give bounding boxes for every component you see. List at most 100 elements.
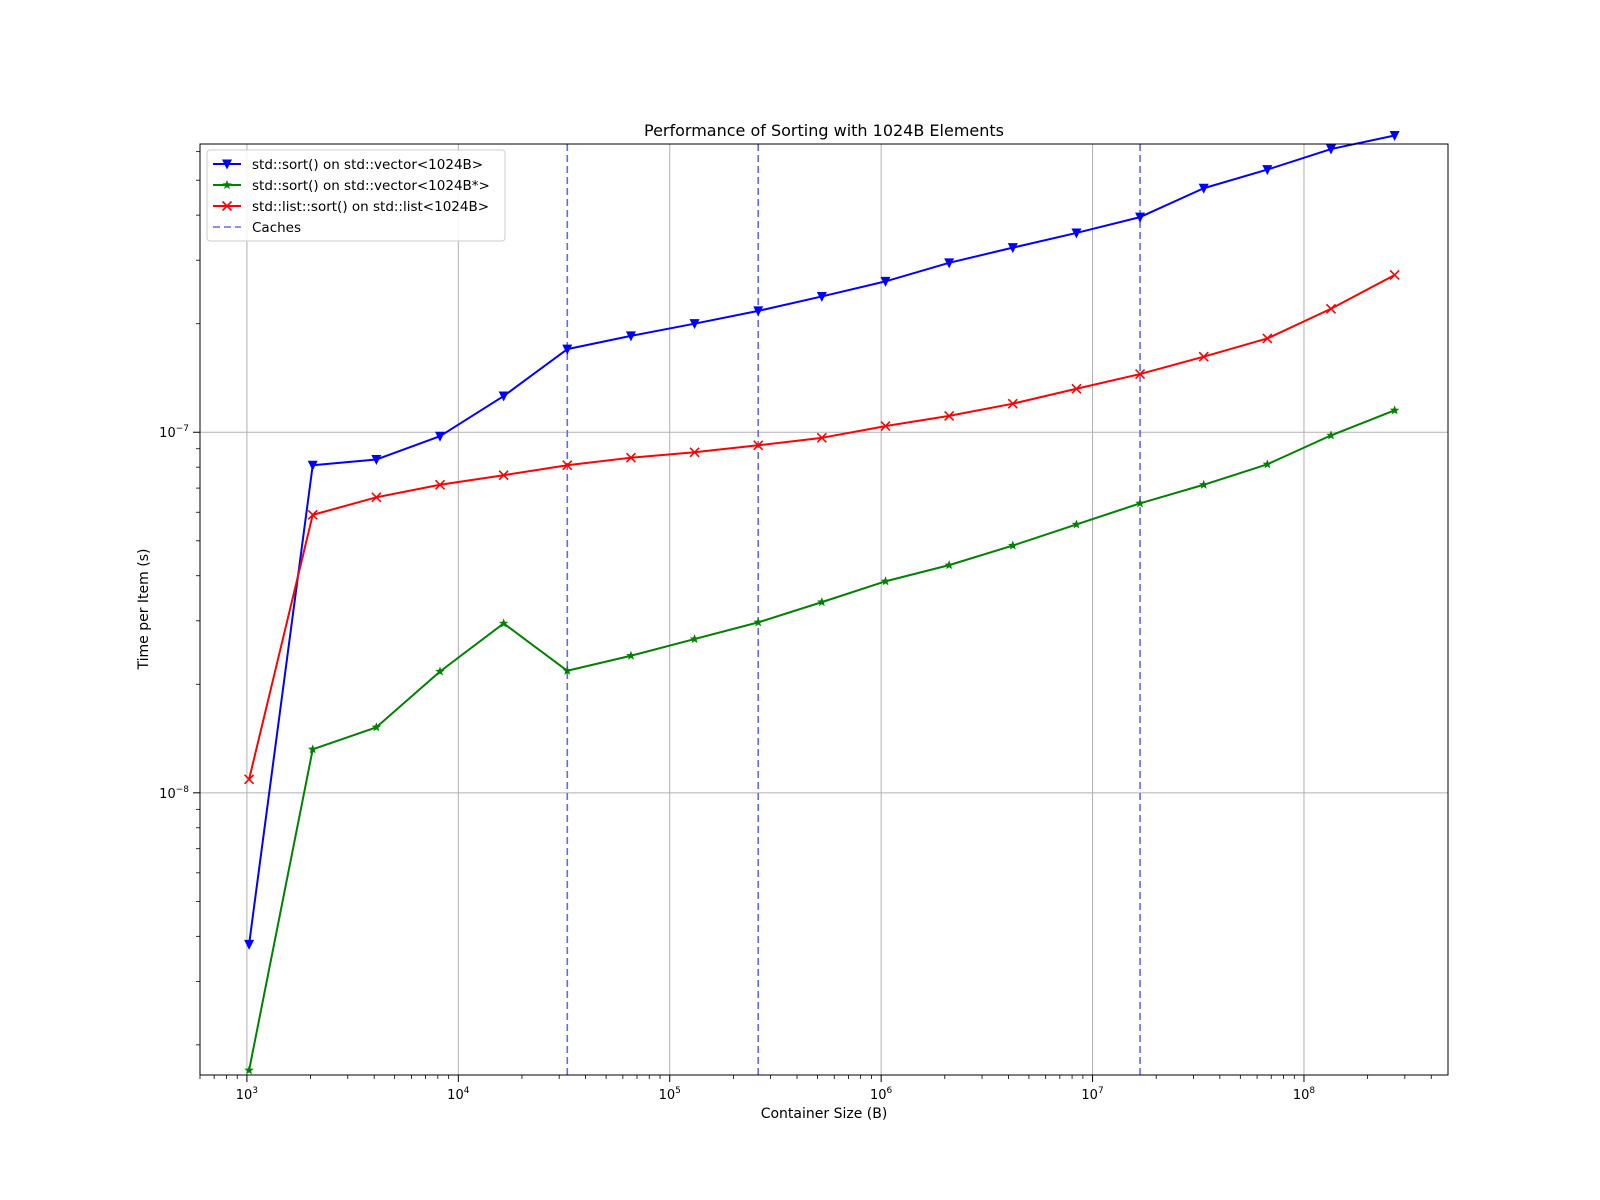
legend-item: std::sort() on std::vector<1024B> xyxy=(213,157,483,173)
data-point xyxy=(244,939,255,950)
data-point xyxy=(1198,479,1209,489)
data-point xyxy=(222,180,232,190)
series xyxy=(244,131,1400,950)
data-point xyxy=(1071,228,1082,239)
data-point xyxy=(625,452,636,463)
data-point xyxy=(307,460,318,471)
legend-label: std::sort() on std::vector<1024B> xyxy=(252,157,483,173)
y-axis-label: Time per Item (s) xyxy=(136,549,152,671)
data-point xyxy=(1262,165,1273,176)
data-point xyxy=(307,744,318,754)
data-point xyxy=(1198,351,1209,362)
data-point xyxy=(880,421,891,432)
chart-title: Performance of Sorting with 1024B Elemen… xyxy=(644,121,1004,140)
plot-area-background xyxy=(200,144,1448,1075)
x-tick-label-base: 10 xyxy=(447,1088,464,1103)
legend-item: std::list::sort() on std::list<1024B> xyxy=(213,199,489,215)
x-tick-label: 108 xyxy=(1293,1086,1316,1103)
x-tick-label-base: 10 xyxy=(236,1088,253,1103)
data-point xyxy=(371,722,382,732)
data-point xyxy=(1071,519,1082,529)
data-point xyxy=(1325,144,1336,155)
data-point xyxy=(944,258,955,269)
grid-layer xyxy=(200,144,1448,1075)
legend-item: std::sort() on std::vector<1024B*> xyxy=(213,178,490,194)
data-point xyxy=(1008,540,1018,550)
data-point xyxy=(1325,303,1337,314)
x-tick-label-exponent: 6 xyxy=(887,1086,893,1096)
legend-label: std::sort() on std::vector<1024B*> xyxy=(252,178,490,194)
cache-lines-layer xyxy=(566,144,1141,1075)
data-point xyxy=(307,509,318,520)
y-axis: 10−810−7 xyxy=(159,151,200,1046)
data-point xyxy=(371,455,382,466)
x-tick-label: 107 xyxy=(1081,1086,1103,1103)
data-point xyxy=(1007,398,1018,409)
data-point xyxy=(689,634,700,644)
x-tick-label-exponent: 8 xyxy=(1309,1086,1315,1096)
x-tick-label-base: 10 xyxy=(1081,1088,1098,1103)
data-point xyxy=(371,492,382,503)
data-point xyxy=(1389,405,1400,415)
x-tick-label: 103 xyxy=(236,1086,258,1103)
x-tick-label-base: 10 xyxy=(870,1088,887,1103)
data-point xyxy=(1135,212,1146,223)
legend: std::sort() on std::vector<1024B>std::so… xyxy=(206,149,506,242)
data-point xyxy=(498,618,509,628)
y-tick-label-base: 10 xyxy=(159,787,176,802)
x-tick-label: 105 xyxy=(659,1086,681,1103)
legend-label: Caches xyxy=(252,220,301,236)
y-tick-label: 10−8 xyxy=(159,785,189,802)
data-point xyxy=(1135,498,1145,508)
data-point xyxy=(562,460,573,471)
data-point xyxy=(1326,430,1336,440)
data-point xyxy=(1071,383,1082,394)
plot-area-frame xyxy=(199,143,1449,1076)
data-point xyxy=(880,276,891,287)
data-point xyxy=(1198,183,1209,194)
series xyxy=(244,269,1400,785)
x-axis: 103 104 105 106 107 108 xyxy=(199,1075,1432,1103)
data-point xyxy=(753,617,763,627)
x-tick-label-exponent: 4 xyxy=(464,1086,470,1096)
series xyxy=(244,405,1400,1075)
x-tick-label-exponent: 7 xyxy=(1098,1086,1104,1096)
data-point xyxy=(816,432,827,443)
data-point xyxy=(753,306,764,317)
y-tick-label: 10−7 xyxy=(159,424,189,441)
data-point xyxy=(435,431,446,442)
data-point xyxy=(435,666,445,676)
data-point xyxy=(1389,269,1400,281)
data-point xyxy=(944,560,954,570)
x-tick-label-exponent: 3 xyxy=(252,1086,258,1096)
data-point xyxy=(753,440,764,451)
data-point xyxy=(498,470,509,481)
y-tick-label-exponent: −7 xyxy=(176,424,189,434)
data-point xyxy=(562,344,573,355)
y-tick-label-exponent: −8 xyxy=(176,785,190,795)
legend-box xyxy=(206,149,506,242)
x-axis-label: Container Size (B) xyxy=(761,1106,888,1122)
data-point xyxy=(1135,368,1146,380)
data-point xyxy=(816,291,827,302)
data-point xyxy=(222,159,232,170)
y-tick-label-base: 10 xyxy=(159,426,176,441)
data-point xyxy=(1007,243,1018,254)
data-point xyxy=(880,576,891,586)
x-tick-label-base: 10 xyxy=(1293,1088,1310,1103)
data-point xyxy=(244,774,255,785)
data-point xyxy=(1389,131,1400,142)
data-point xyxy=(1262,459,1273,469)
data-point xyxy=(221,200,233,212)
x-tick-label: 104 xyxy=(447,1086,470,1103)
data-point xyxy=(625,331,636,342)
data-point xyxy=(244,1065,254,1075)
data-point xyxy=(434,479,446,490)
data-point xyxy=(689,319,700,330)
data-point xyxy=(626,650,636,660)
legend-item: Caches xyxy=(213,220,301,236)
data-point xyxy=(689,447,700,458)
x-tick-label-base: 10 xyxy=(659,1088,676,1103)
data-point xyxy=(1262,333,1273,344)
